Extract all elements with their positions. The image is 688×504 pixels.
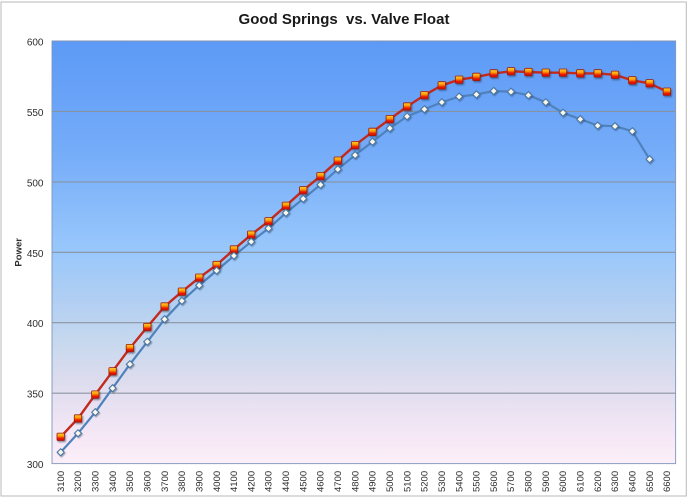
svg-text:6100: 6100 [576, 471, 587, 492]
svg-text:3700: 3700 [160, 471, 171, 492]
svg-text:6000: 6000 [558, 471, 569, 492]
svg-text:5200: 5200 [420, 471, 431, 492]
svg-text:4800: 4800 [350, 471, 361, 492]
svg-text:4600: 4600 [316, 471, 327, 492]
svg-text:4500: 4500 [298, 471, 309, 492]
svg-text:6400: 6400 [628, 471, 639, 492]
svg-text:3900: 3900 [194, 471, 205, 492]
svg-text:550: 550 [27, 108, 44, 119]
svg-text:4400: 4400 [281, 471, 292, 492]
svg-text:300: 300 [27, 460, 44, 471]
svg-text:6300: 6300 [610, 471, 621, 492]
svg-text:3300: 3300 [91, 471, 102, 492]
svg-text:5300: 5300 [437, 471, 448, 492]
svg-text:450: 450 [27, 249, 44, 260]
svg-text:5400: 5400 [454, 471, 465, 492]
svg-text:5600: 5600 [489, 471, 500, 492]
svg-text:3400: 3400 [108, 471, 119, 492]
svg-text:5900: 5900 [541, 471, 552, 492]
svg-text:4000: 4000 [212, 471, 223, 492]
svg-text:5700: 5700 [506, 471, 517, 492]
svg-text:Good Springs vs. Valve Float: Good Springs vs. Valve Float [239, 11, 450, 28]
svg-text:4900: 4900 [368, 471, 379, 492]
svg-text:Power: Power [14, 238, 25, 267]
svg-text:3100: 3100 [56, 471, 67, 492]
svg-text:400: 400 [27, 319, 44, 330]
svg-text:350: 350 [27, 390, 44, 401]
svg-text:6500: 6500 [645, 471, 656, 492]
svg-text:5000: 5000 [385, 471, 396, 492]
svg-text:3800: 3800 [177, 471, 188, 492]
svg-text:3600: 3600 [143, 471, 154, 492]
svg-text:4300: 4300 [264, 471, 275, 492]
svg-text:6600: 6600 [662, 471, 673, 492]
svg-text:4200: 4200 [246, 471, 257, 492]
svg-text:3200: 3200 [73, 471, 84, 492]
svg-text:5800: 5800 [524, 471, 535, 492]
svg-text:5100: 5100 [402, 471, 413, 492]
svg-text:4700: 4700 [333, 471, 344, 492]
svg-text:6200: 6200 [593, 471, 604, 492]
svg-text:600: 600 [27, 38, 44, 49]
svg-text:5500: 5500 [472, 471, 483, 492]
svg-text:500: 500 [27, 178, 44, 189]
svg-text:3500: 3500 [125, 471, 136, 492]
svg-text:4100: 4100 [229, 471, 240, 492]
